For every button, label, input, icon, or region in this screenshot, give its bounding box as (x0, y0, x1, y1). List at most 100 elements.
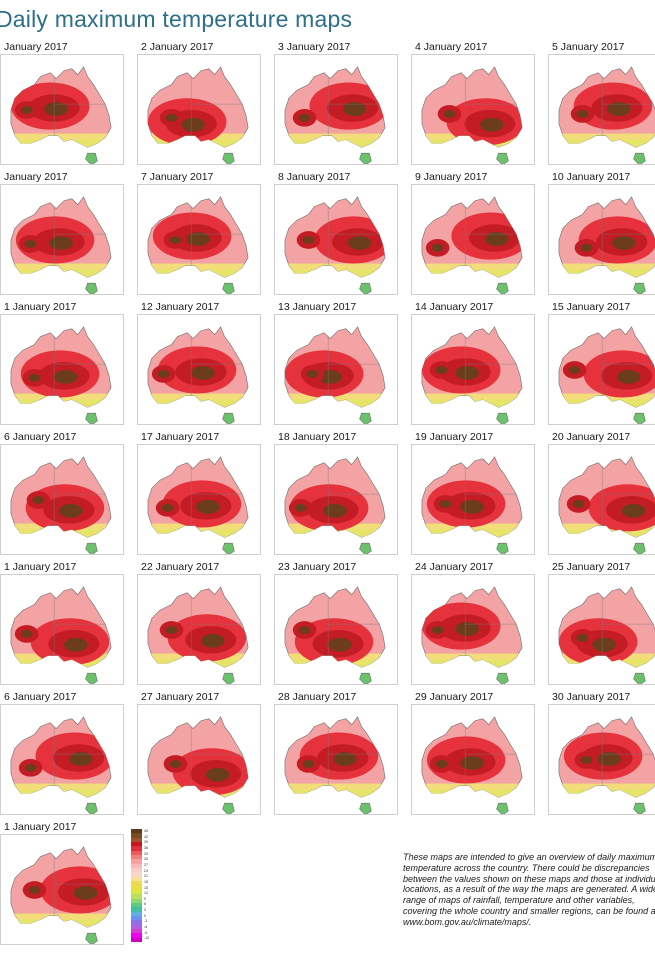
legend-swatch (131, 885, 142, 891)
australia-temperature-map (274, 184, 398, 295)
legend-tick-label: 36 (144, 845, 148, 850)
australia-temperature-map (0, 314, 124, 425)
australia-temperature-map (137, 314, 261, 425)
legend-tick-label: 12 (144, 891, 148, 896)
legend-tick-label: 3 (144, 908, 146, 913)
daily-map-panel: 30 January 2017 (540, 686, 655, 816)
legend-tick-label: -9 (144, 930, 148, 935)
map-date-label: 7 January 2017 (141, 171, 214, 183)
map-date-label: 8 January 2017 (278, 171, 351, 183)
daily-map-panel: 23 January 2017 (266, 556, 403, 686)
legend-swatch (131, 859, 142, 865)
legend-swatch (131, 924, 142, 930)
australia-temperature-map (0, 704, 124, 815)
daily-map-panel: 8 January 2017 (266, 166, 403, 296)
australia-temperature-map (411, 314, 535, 425)
map-date-label: 5 January 2017 (552, 41, 625, 53)
legend-tick-label: 24 (144, 868, 148, 873)
australia-temperature-map (548, 704, 655, 815)
legend-swatch (131, 842, 142, 847)
legend-swatch (131, 833, 142, 838)
legend-swatch (131, 837, 142, 843)
daily-map-panel: 20 January 2017 (540, 426, 655, 556)
legend-tick-label: 9 (144, 896, 146, 901)
australia-temperature-map (548, 54, 655, 165)
daily-map-panel: 15 January 2017 (540, 296, 655, 426)
map-date-label: 17 January 2017 (141, 431, 220, 443)
daily-map-panel: 28 January 2017 (266, 686, 403, 816)
daily-map-panel: 22 January 2017 (129, 556, 266, 686)
australia-temperature-map (548, 574, 655, 685)
australia-temperature-map (0, 184, 124, 295)
australia-temperature-map (411, 574, 535, 685)
map-date-label: January 2017 (4, 171, 68, 183)
legend-swatch (131, 902, 142, 908)
australia-temperature-map (137, 184, 261, 295)
daily-map-panel: 2 January 2017 (129, 36, 266, 166)
map-date-label: 24 January 2017 (415, 561, 494, 573)
australia-temperature-map (274, 574, 398, 685)
australia-temperature-map (274, 444, 398, 555)
australia-temperature-map (548, 314, 655, 425)
daily-map-panel: 4 January 2017 (403, 36, 540, 166)
legend-swatch (131, 937, 142, 943)
daily-map-panel: 7 January 2017 (129, 166, 266, 296)
australia-temperature-map (274, 314, 398, 425)
map-date-label: 10 January 2017 (552, 171, 631, 183)
legend-swatch (131, 846, 142, 852)
legend-swatch (131, 889, 142, 895)
daily-map-panel: 6 January 2017 (0, 426, 129, 556)
legend-tick-label: 18 (144, 879, 148, 884)
map-date-label: 9 January 2017 (415, 171, 488, 183)
legend-swatch (131, 915, 142, 921)
map-date-label: 14 January 2017 (415, 301, 494, 313)
daily-map-panel: 27 January 2017 (129, 686, 266, 816)
map-date-label: 27 January 2017 (141, 691, 220, 703)
legend-tick-label: 0 (144, 913, 146, 918)
map-date-label: 19 January 2017 (415, 431, 494, 443)
australia-temperature-map (137, 444, 261, 555)
australia-temperature-map (137, 54, 261, 165)
australia-temperature-map (0, 54, 124, 165)
daily-map-panel: 5 January 2017 (540, 36, 655, 166)
legend-tick-label: -6 (144, 925, 148, 930)
legend-swatch (131, 911, 142, 917)
daily-map-panel: 19 January 2017 (403, 426, 540, 556)
page-title: Daily maximum temperature maps (0, 6, 353, 32)
map-date-label: 12 January 2017 (141, 301, 220, 313)
map-date-label: January 2017 (4, 41, 68, 53)
daily-map-panel: 14 January 2017 (403, 296, 540, 426)
legend-tick-label: 27 (144, 862, 148, 867)
legend-swatch (131, 868, 142, 873)
australia-temperature-map (411, 54, 535, 165)
map-date-label: 6 January 2017 (4, 431, 77, 443)
map-date-label: 15 January 2017 (552, 301, 631, 313)
map-date-label: 25 January 2017 (552, 561, 631, 573)
daily-map-panel: 9 January 2017 (403, 166, 540, 296)
daily-map-panel: 18 January 2017 (266, 426, 403, 556)
australia-temperature-map (411, 184, 535, 295)
legend-swatch (131, 855, 142, 860)
legend-tick-label: 6 (144, 902, 146, 907)
legend-swatch (131, 928, 142, 934)
legend-tick-label: 30 (144, 857, 148, 862)
australia-temperature-map (274, 704, 398, 815)
australia-temperature-map (411, 704, 535, 815)
daily-map-panel: 24 January 2017 (403, 556, 540, 686)
daily-map-panel: 1 January 2017 (0, 816, 129, 946)
footnote-text: These maps are intended to give an overv… (403, 852, 655, 927)
legend-tick-label: -3 (144, 919, 148, 924)
legend-swatch (131, 850, 142, 856)
legend-swatch (131, 898, 142, 904)
legend-tick-label: 33 (144, 851, 148, 856)
map-date-label: 20 January 2017 (552, 431, 631, 443)
legend-tick-label: 39 (144, 840, 148, 845)
map-date-label: 29 January 2017 (415, 691, 494, 703)
map-date-label: 30 January 2017 (552, 691, 631, 703)
legend-tick-label: 15 (144, 885, 148, 890)
australia-temperature-map (0, 574, 124, 685)
legend-tick-label: 45 (144, 829, 148, 833)
map-date-label: 1 January 2017 (4, 561, 77, 573)
australia-temperature-map (137, 704, 261, 815)
daily-map-panel: 12 January 2017 (129, 296, 266, 426)
